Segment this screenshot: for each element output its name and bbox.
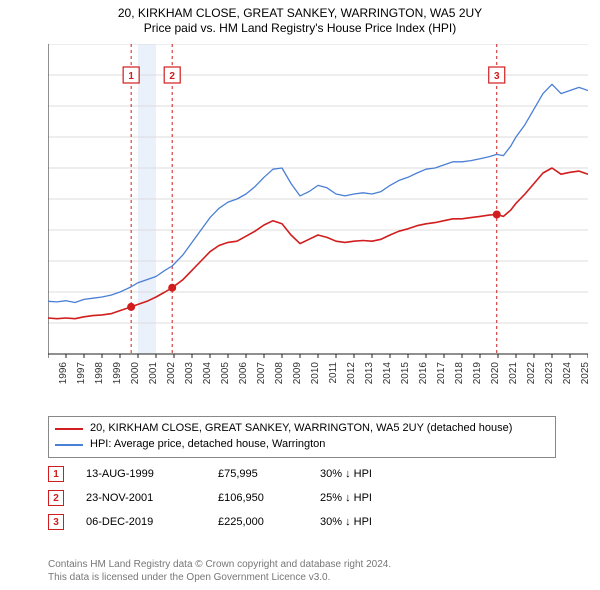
svg-text:2024: 2024 [562,362,573,385]
svg-text:2: 2 [169,71,175,82]
chart-page: { "title": { "line1": "20, KIRKHAM CLOSE… [0,0,600,590]
svg-text:2008: 2008 [274,362,285,385]
chart-svg: £0£50K£100K£150K£200K£250K£300K£350K£400… [48,44,588,404]
legend-swatch-hpi [55,444,83,446]
svg-text:2022: 2022 [526,362,537,385]
svg-text:2019: 2019 [472,362,483,385]
legend-label-property: 20, KIRKHAM CLOSE, GREAT SANKEY, WARRING… [90,421,512,437]
svg-text:1997: 1997 [76,362,87,385]
sale-diff: 30% ↓ HPI [320,468,410,480]
footer-line-1: Contains HM Land Registry data © Crown c… [48,558,548,571]
sale-date: 06-DEC-2019 [86,516,196,528]
svg-text:2007: 2007 [256,362,267,385]
sale-marker-box: 2 [48,490,64,506]
legend-item-hpi: HPI: Average price, detached house, Warr… [55,437,549,453]
footer-line-2: This data is licensed under the Open Gov… [48,571,548,584]
svg-text:2020: 2020 [490,362,501,385]
sale-diff: 30% ↓ HPI [320,516,410,528]
svg-text:2005: 2005 [220,362,231,385]
legend-swatch-property [55,428,83,430]
svg-text:2009: 2009 [292,362,303,385]
svg-text:2011: 2011 [328,362,339,384]
svg-text:1999: 1999 [112,362,123,385]
title-line-2: Price paid vs. HM Land Registry's House … [0,21,600,36]
svg-text:1: 1 [128,71,134,82]
svg-text:2003: 2003 [184,362,195,385]
sale-price: £225,000 [218,516,298,528]
svg-text:2023: 2023 [544,362,555,385]
svg-text:2000: 2000 [130,362,141,385]
svg-text:2017: 2017 [436,362,447,385]
svg-text:2014: 2014 [382,362,393,385]
title-line-1: 20, KIRKHAM CLOSE, GREAT SANKEY, WARRING… [0,6,600,21]
chart-area: £0£50K£100K£150K£200K£250K£300K£350K£400… [48,44,588,404]
svg-text:3: 3 [494,71,500,82]
svg-text:2006: 2006 [238,362,249,385]
svg-text:2015: 2015 [400,362,411,385]
sale-date: 23-NOV-2001 [86,492,196,504]
sale-date: 13-AUG-1999 [86,468,196,480]
footer-attribution: Contains HM Land Registry data © Crown c… [48,558,548,584]
sale-marker-box: 3 [48,514,64,530]
svg-text:2004: 2004 [202,362,213,385]
sale-price: £106,950 [218,492,298,504]
svg-text:1995: 1995 [48,362,51,385]
legend-item-property: 20, KIRKHAM CLOSE, GREAT SANKEY, WARRING… [55,421,549,437]
table-row: 1 13-AUG-1999 £75,995 30% ↓ HPI [48,462,542,486]
chart-title: 20, KIRKHAM CLOSE, GREAT SANKEY, WARRING… [0,0,600,36]
legend: 20, KIRKHAM CLOSE, GREAT SANKEY, WARRING… [48,416,556,458]
svg-text:1996: 1996 [58,362,69,385]
svg-text:2021: 2021 [508,362,519,385]
sale-diff: 25% ↓ HPI [320,492,410,504]
svg-text:2002: 2002 [166,362,177,385]
svg-text:2010: 2010 [310,362,321,385]
svg-text:2013: 2013 [364,362,375,385]
svg-text:2016: 2016 [418,362,429,385]
svg-text:2018: 2018 [454,362,465,385]
svg-text:2001: 2001 [148,362,159,385]
svg-text:2025: 2025 [580,362,588,385]
svg-text:1998: 1998 [94,362,105,385]
sale-price: £75,995 [218,468,298,480]
legend-label-hpi: HPI: Average price, detached house, Warr… [90,437,325,453]
sales-table: 1 13-AUG-1999 £75,995 30% ↓ HPI 2 23-NOV… [48,462,542,534]
table-row: 3 06-DEC-2019 £225,000 30% ↓ HPI [48,510,542,534]
table-row: 2 23-NOV-2001 £106,950 25% ↓ HPI [48,486,542,510]
sale-marker-box: 1 [48,466,64,482]
svg-text:2012: 2012 [346,362,357,385]
